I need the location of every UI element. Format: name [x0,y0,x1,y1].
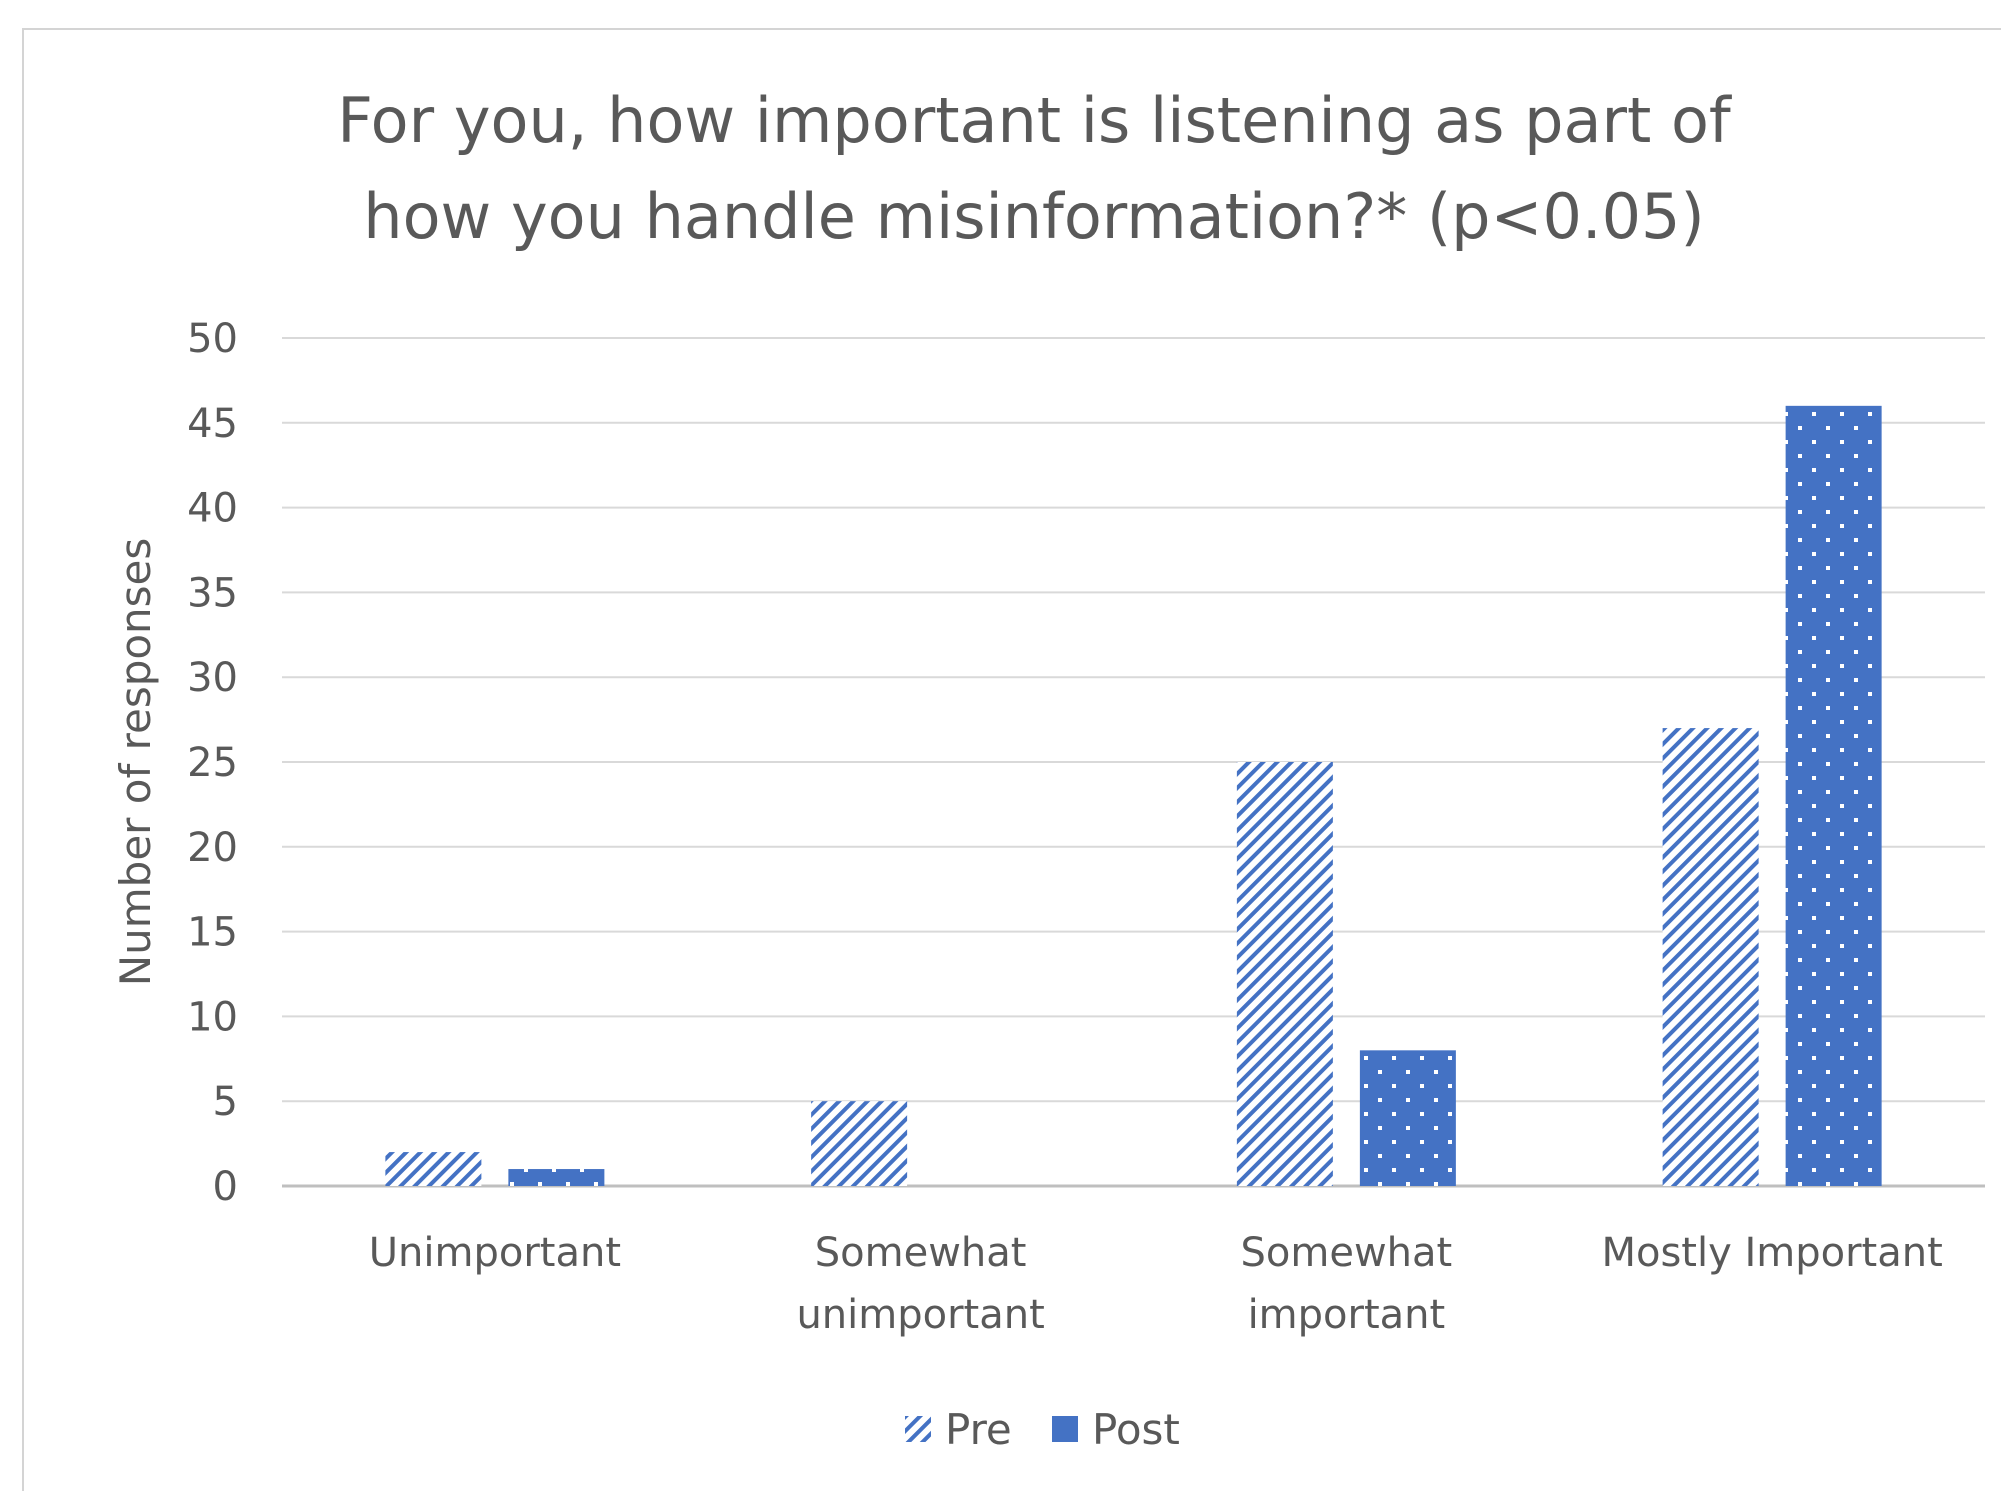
y-tick-label: 50 [187,316,238,362]
y-tick-label: 15 [187,910,238,956]
y-tick-label: 40 [187,486,238,532]
legend-swatch-pre [905,1416,931,1442]
y-axis-ticks: 0 5 10 15 20 25 30 35 40 45 50 [187,316,238,1210]
x-axis-categories: Unimportant Somewhat unimportant Somewhat im… [369,1230,1943,1338]
bar-pre-1 [811,1101,908,1186]
x-category-label: unimportant [796,1292,1044,1338]
y-tick-label: 5 [213,1079,238,1125]
y-tick-label: 0 [213,1164,238,1210]
bar-pre-2 [1236,762,1333,1186]
y-tick-label: 35 [187,570,238,616]
chart-title-line-2: how you handle misinformation?* (p<0.05) [363,180,1704,253]
legend-item-pre[interactable]: Pre [905,1405,1012,1454]
legend: Pre Post [905,1405,1180,1454]
bar-post-3 [1785,405,1882,1187]
bar-post-2 [1359,1050,1456,1186]
y-tick-label: 10 [187,994,238,1040]
y-tick-label: 20 [187,825,238,871]
legend-label-post: Post [1092,1405,1180,1454]
y-tick-label: 30 [187,655,238,701]
legend-item-post[interactable]: Post [1052,1405,1180,1454]
x-category-label: Mostly Important [1601,1230,1942,1276]
x-category-label: Unimportant [369,1230,621,1276]
x-category-label: Somewhat [815,1230,1027,1276]
y-axis-label: Number of responses [111,538,160,987]
chart-title-line-1: For you, how important is listening as p… [337,84,1733,157]
legend-swatch-post [1052,1416,1078,1442]
x-category-label: Somewhat [1241,1230,1453,1276]
bars [385,405,1882,1187]
y-tick-label: 45 [187,401,238,447]
x-category-label: important [1248,1292,1446,1338]
y-tick-label: 25 [187,740,238,786]
bar-post-0 [508,1169,605,1186]
legend-label-pre: Pre [945,1405,1012,1454]
bar-pre-0 [385,1152,482,1186]
chart-title: For you, how important is listening as p… [337,84,1733,253]
bar-pre-3 [1662,728,1759,1186]
